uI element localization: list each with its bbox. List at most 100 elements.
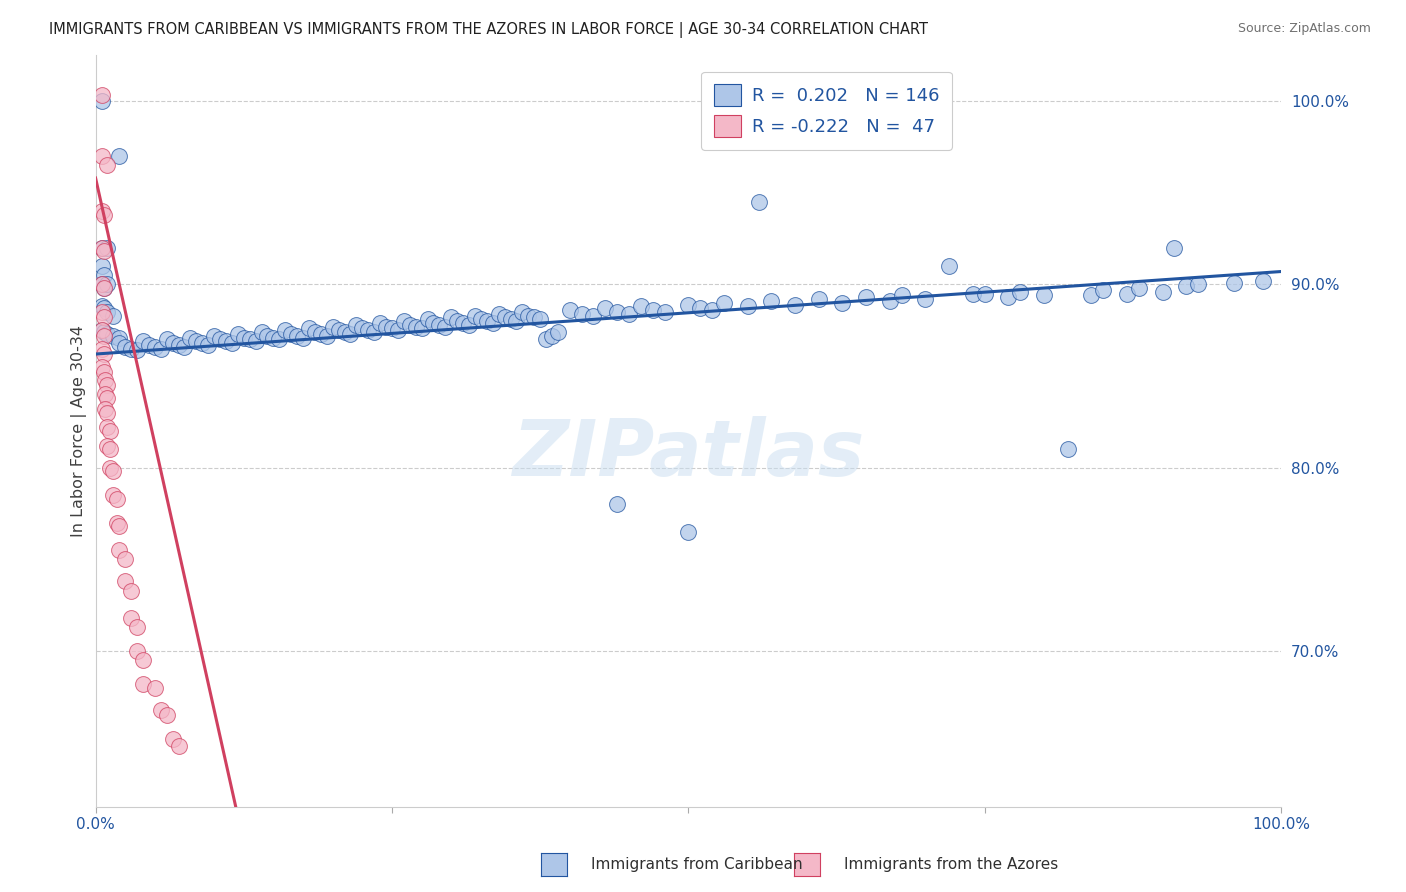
Point (1163, 241, 1185, 255)
Point (298, 321, 321, 335)
Point (93, 347, 115, 361)
Point (93, 325, 115, 339)
Point (654, 305, 676, 319)
Point (93, 268, 115, 283)
Point (90, 359, 112, 374)
Point (387, 323, 409, 337)
Point (90, 241, 112, 255)
Point (96, 158, 118, 172)
Point (997, 290, 1019, 304)
Point (595, 301, 617, 316)
Point (1080, 288, 1102, 302)
Point (143, 681, 166, 695)
Point (125, 343, 148, 358)
Point (138, 338, 160, 352)
Point (96, 420, 118, 434)
Point (90, 241, 112, 255)
Point (108, 336, 131, 351)
Point (973, 286, 995, 301)
Point (105, 516, 128, 530)
Point (156, 708, 179, 723)
Point (606, 305, 628, 319)
Point (434, 319, 457, 334)
Point (571, 307, 593, 321)
Point (398, 318, 420, 332)
Point (93, 310, 115, 325)
Point (262, 330, 284, 344)
Point (108, 519, 131, 533)
Point (90, 94, 112, 108)
Point (304, 325, 326, 339)
Point (167, 338, 190, 352)
Point (149, 342, 172, 356)
Point (114, 574, 136, 589)
Point (381, 321, 404, 335)
Point (1152, 285, 1174, 299)
Point (120, 611, 142, 625)
Point (368, 316, 391, 330)
Text: ZIPatlas: ZIPatlas (512, 416, 865, 491)
Point (90, 277, 112, 292)
Point (405, 319, 427, 334)
Point (1187, 277, 1209, 292)
Point (269, 332, 291, 346)
Point (582, 309, 605, 323)
Point (352, 321, 374, 335)
Point (1033, 288, 1056, 302)
Point (156, 332, 179, 346)
Point (179, 330, 201, 344)
Point (98, 424, 121, 438)
Point (209, 332, 232, 346)
Point (505, 314, 527, 328)
Point (807, 292, 830, 306)
Point (90, 149, 112, 163)
Point (94, 387, 117, 401)
Point (328, 323, 350, 337)
Point (162, 732, 184, 747)
Point (831, 295, 853, 310)
Point (186, 334, 208, 349)
Point (149, 703, 172, 717)
Point (103, 309, 125, 323)
Point (475, 314, 498, 328)
Point (93, 328, 115, 343)
Point (357, 323, 380, 337)
Point (94, 402, 117, 417)
Point (1116, 286, 1139, 301)
Point (529, 312, 551, 326)
Point (1092, 283, 1115, 297)
Point (132, 334, 155, 349)
Point (392, 314, 415, 328)
Point (411, 321, 433, 335)
Y-axis label: In Labor Force | Age 30-34: In Labor Force | Age 30-34 (72, 325, 87, 537)
Point (333, 325, 356, 339)
Point (90, 259, 112, 273)
Point (173, 340, 195, 354)
Point (96, 305, 118, 319)
Point (914, 292, 936, 306)
Point (90, 88, 112, 103)
Point (1175, 279, 1198, 293)
Point (879, 293, 901, 308)
Point (96, 406, 118, 420)
Point (464, 309, 486, 323)
Point (416, 312, 439, 326)
Point (90, 323, 112, 337)
Point (309, 326, 332, 341)
Point (855, 290, 877, 304)
Point (226, 326, 249, 341)
Point (94, 373, 117, 387)
Point (191, 336, 214, 351)
Point (322, 319, 344, 334)
Point (162, 336, 184, 351)
Point (494, 310, 516, 325)
Point (114, 340, 136, 354)
Text: Source: ZipAtlas.com: Source: ZipAtlas.com (1237, 22, 1371, 36)
Point (274, 323, 297, 337)
Point (512, 305, 534, 319)
Point (422, 316, 444, 330)
Point (245, 334, 267, 349)
Point (96, 439, 118, 453)
Point (523, 310, 546, 325)
Point (1222, 276, 1244, 290)
